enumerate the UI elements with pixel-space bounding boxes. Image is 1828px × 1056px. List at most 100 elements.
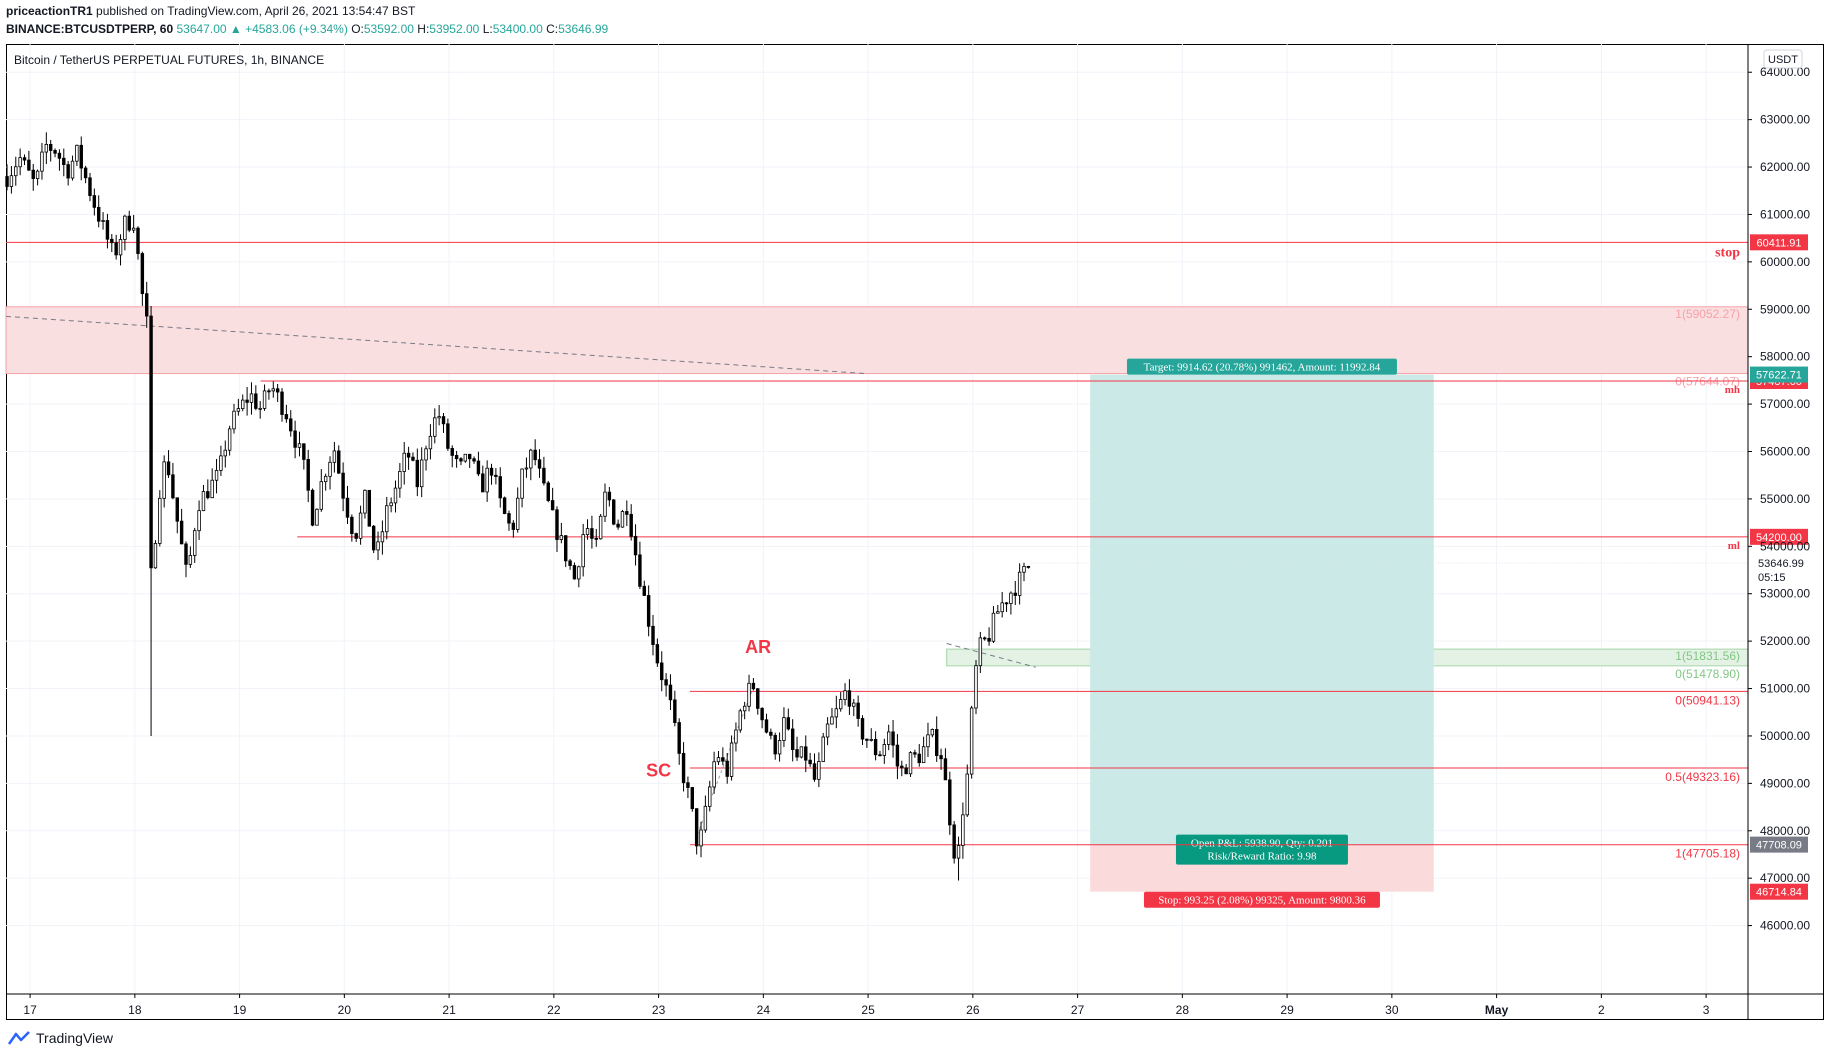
- candle-body: [804, 746, 808, 761]
- candle-body: [293, 430, 297, 448]
- candle-body: [843, 690, 847, 700]
- time-tick-label: 3: [1703, 1003, 1710, 1017]
- candle-body: [179, 520, 184, 545]
- publish-text: published on TradingView.com, April 26, …: [96, 4, 416, 18]
- candle-body: [673, 699, 677, 723]
- candle-body: [900, 765, 904, 769]
- candle-body: [708, 786, 712, 807]
- time-axis[interactable]: 17 18 19 20 21 22 23 24 25 26 27 28 29 30 May 2 3: [6, 993, 1824, 1017]
- candle-body: [694, 808, 699, 847]
- candle-body: [725, 760, 729, 777]
- candle-body: [603, 491, 607, 517]
- candle-body: [795, 749, 799, 758]
- candle-body: [664, 679, 668, 686]
- bar-countdown: 05:15: [1758, 572, 1786, 584]
- candle-body: [398, 471, 402, 489]
- price-tick-label: 60000.00: [1760, 255, 1810, 269]
- candle-body: [769, 731, 773, 736]
- footer-brand[interactable]: TradingView: [36, 1030, 114, 1046]
- currency-button[interactable]: USDT: [1763, 49, 1803, 69]
- footer[interactable]: TradingView: [8, 1030, 113, 1046]
- candle-body: [79, 144, 83, 169]
- candle-body: [594, 537, 598, 540]
- chart-frame[interactable]: [6, 44, 1824, 1020]
- price-tick-label: 49000.00: [1760, 776, 1810, 790]
- candle-body: [507, 513, 511, 524]
- candle-body: [699, 829, 703, 847]
- price-badge-label: 54200.00: [1756, 532, 1802, 544]
- candle-body: [612, 499, 616, 525]
- candle-body: [136, 227, 140, 254]
- candle-body: [415, 459, 420, 488]
- candle-body: [882, 744, 887, 756]
- time-tick-label: 18: [128, 1003, 142, 1017]
- candle-body: [546, 482, 550, 501]
- candle-body: [302, 443, 306, 460]
- low-value: 53400.00: [492, 22, 543, 36]
- candle-body: [476, 460, 481, 475]
- price-tick-label: 64000.00: [1760, 65, 1810, 79]
- time-tick-label: 29: [1280, 1003, 1294, 1017]
- symbol-label: BINANCE:BTCUSDTPERP, 60: [6, 22, 174, 36]
- pnl-label: Open P&L: 5938.90, Qty: 0.201: [1191, 838, 1333, 850]
- candle-body: [590, 528, 594, 539]
- candle-body: [642, 585, 646, 596]
- candle-body: [655, 644, 660, 664]
- candle-body: [838, 699, 843, 710]
- candle-body: [306, 459, 310, 491]
- price-tick-label: 51000.00: [1760, 682, 1810, 696]
- candle-body: [411, 456, 415, 461]
- candle-body: [354, 533, 358, 539]
- candle-body: [494, 474, 498, 477]
- candle-body: [92, 195, 97, 208]
- candle-body: [393, 487, 398, 504]
- candle-body: [542, 467, 546, 484]
- candle-body: [974, 665, 978, 709]
- candle-body: [227, 428, 232, 451]
- candle-body: [852, 702, 856, 707]
- candle-body: [978, 637, 983, 667]
- candle-body: [1009, 592, 1013, 604]
- candle-body: [825, 723, 830, 738]
- horizontal-lines[interactable]: stop60411.91mh57487.00ml54200.000(50941.…: [6, 234, 1808, 900]
- candle-body: [760, 707, 764, 721]
- candle-body: [472, 458, 476, 462]
- long-position-tool[interactable]: Target: 9914.62 (20.78%) 991462, Amount:…: [1090, 358, 1434, 908]
- candle-body: [40, 151, 44, 172]
- candle-body: [721, 757, 725, 762]
- candle-body: [171, 474, 175, 499]
- candle-body: [140, 253, 145, 295]
- time-tick-label: 19: [233, 1003, 247, 1017]
- fib-zone: [5, 306, 1749, 375]
- price-badge-label: 47708.09: [1756, 840, 1802, 852]
- candle-body: [686, 782, 690, 788]
- candle-body: [323, 475, 328, 483]
- candle-body: [341, 472, 345, 499]
- candle-body: [446, 423, 450, 449]
- candle-body: [467, 453, 472, 460]
- candle-body: [406, 452, 411, 458]
- price-axis[interactable]: 64000.00 63000.00 62000.00 61000.00 60000.00…: [1747, 44, 1810, 1020]
- candle-body: [433, 417, 437, 437]
- candle-body: [537, 459, 542, 469]
- open-label: O:: [351, 22, 364, 36]
- time-tick-label: 22: [547, 1003, 561, 1017]
- candle-body: [812, 763, 817, 780]
- candle-body: [254, 393, 258, 409]
- candle-body: [891, 731, 895, 746]
- author-name[interactable]: priceactionTR1: [6, 4, 93, 18]
- candle-body: [123, 215, 127, 240]
- candle-body: [568, 560, 572, 566]
- candle-body: [371, 525, 376, 551]
- candle-body: [485, 467, 489, 493]
- publish-info: priceactionTR1 published on TradingView.…: [6, 4, 415, 18]
- candle-body: [668, 684, 673, 701]
- candle-body: [1004, 602, 1009, 605]
- target-zone: [1090, 374, 1434, 845]
- candle-body: [118, 239, 123, 256]
- candle-body: [463, 453, 468, 462]
- candle-body: [987, 638, 991, 642]
- candle-body: [223, 449, 227, 457]
- candle-body: [158, 497, 162, 544]
